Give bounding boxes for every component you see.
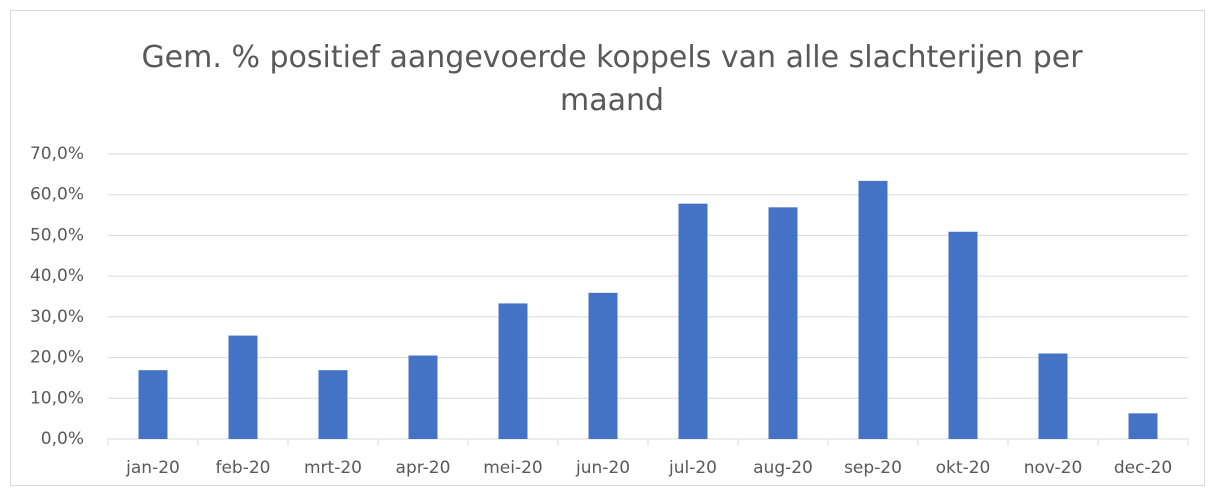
bar bbox=[228, 335, 258, 439]
bar bbox=[138, 370, 168, 439]
bar bbox=[408, 355, 438, 439]
bar bbox=[1038, 353, 1068, 439]
bar bbox=[858, 180, 888, 439]
x-tick-label: nov-20 bbox=[1024, 458, 1083, 478]
x-tick-label: jun-20 bbox=[575, 458, 630, 478]
bar bbox=[498, 303, 528, 439]
y-tick-label: 0,0% bbox=[41, 429, 84, 449]
y-tick-label: 30,0% bbox=[30, 307, 84, 327]
bar bbox=[768, 207, 798, 439]
x-tick-label: mrt-20 bbox=[304, 458, 362, 478]
x-tick-label: aug-20 bbox=[753, 458, 813, 478]
x-tick-label: feb-20 bbox=[215, 458, 270, 478]
x-tick-label: dec-20 bbox=[1114, 458, 1172, 478]
y-tick-label: 10,0% bbox=[30, 388, 84, 408]
x-tick-label: jul-20 bbox=[668, 458, 717, 478]
bar bbox=[1128, 413, 1158, 439]
x-tick-label: apr-20 bbox=[396, 458, 451, 478]
y-tick-label: 40,0% bbox=[30, 266, 84, 286]
x-tick-label: sep-20 bbox=[844, 458, 902, 478]
y-tick-label: 20,0% bbox=[30, 348, 84, 368]
y-tick-label: 70,0% bbox=[30, 144, 84, 164]
x-tick-label: okt-20 bbox=[936, 458, 991, 478]
chart-frame bbox=[10, 10, 1205, 486]
y-tick-label: 50,0% bbox=[30, 225, 84, 245]
chart-title: Gem. % positief aangevoerde koppels van … bbox=[141, 40, 1083, 118]
bar bbox=[318, 370, 348, 439]
bar bbox=[948, 231, 978, 439]
bar bbox=[588, 292, 618, 439]
x-tick-label: jan-20 bbox=[125, 458, 180, 478]
x-tick-label: mei-20 bbox=[483, 458, 543, 478]
y-tick-label: 60,0% bbox=[30, 185, 84, 205]
bar bbox=[678, 203, 708, 439]
